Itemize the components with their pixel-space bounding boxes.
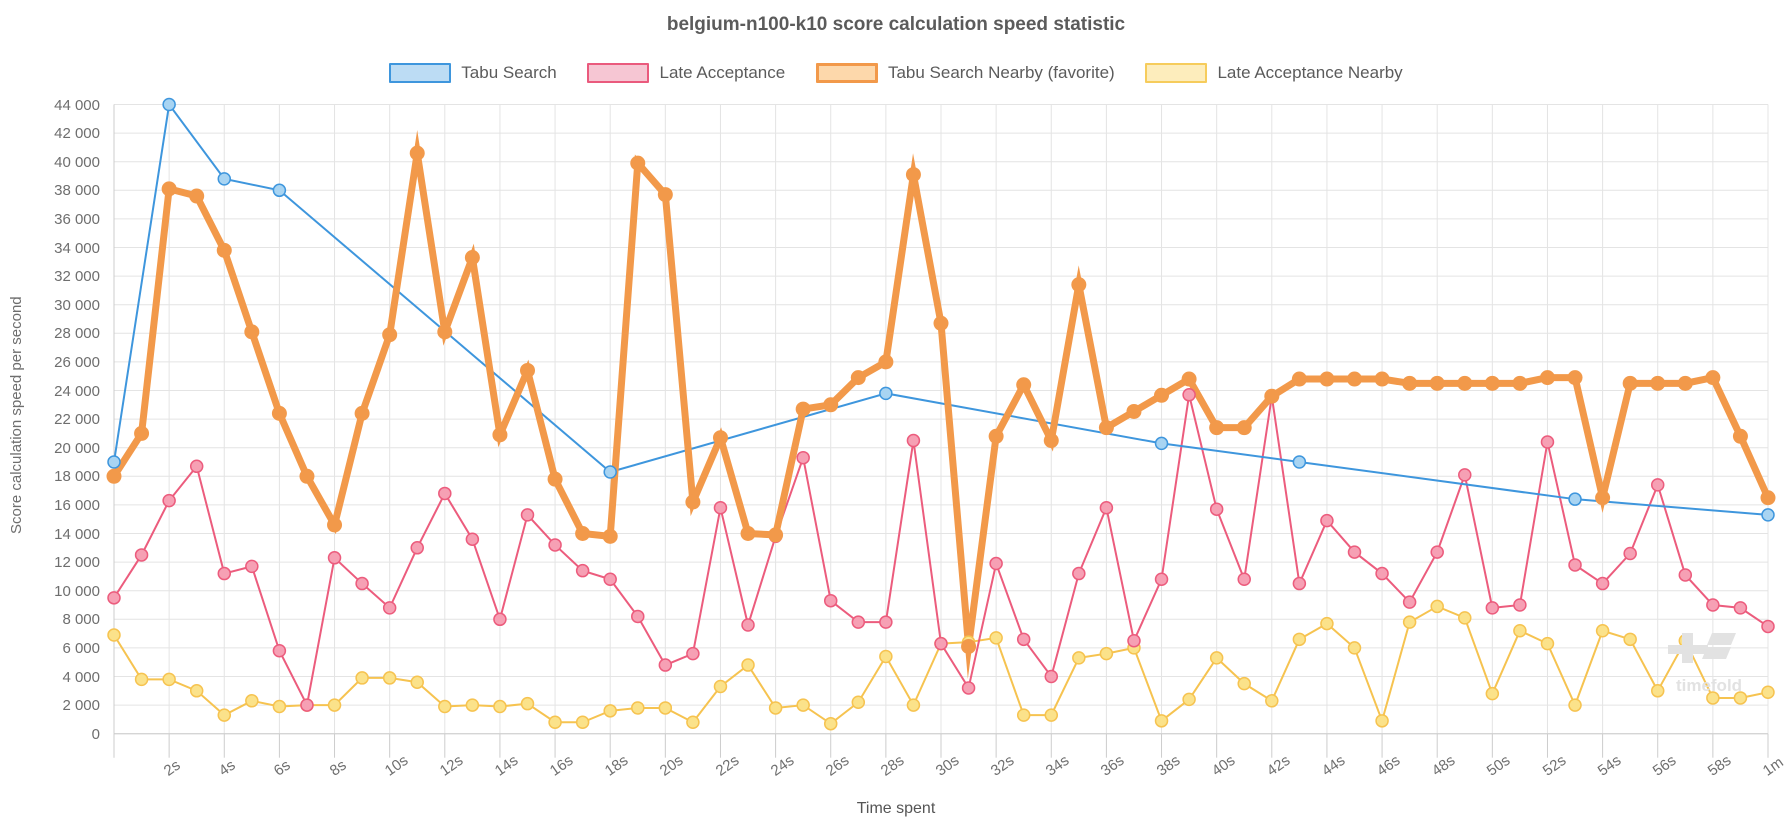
svg-text:timefold: timefold (1676, 676, 1742, 695)
